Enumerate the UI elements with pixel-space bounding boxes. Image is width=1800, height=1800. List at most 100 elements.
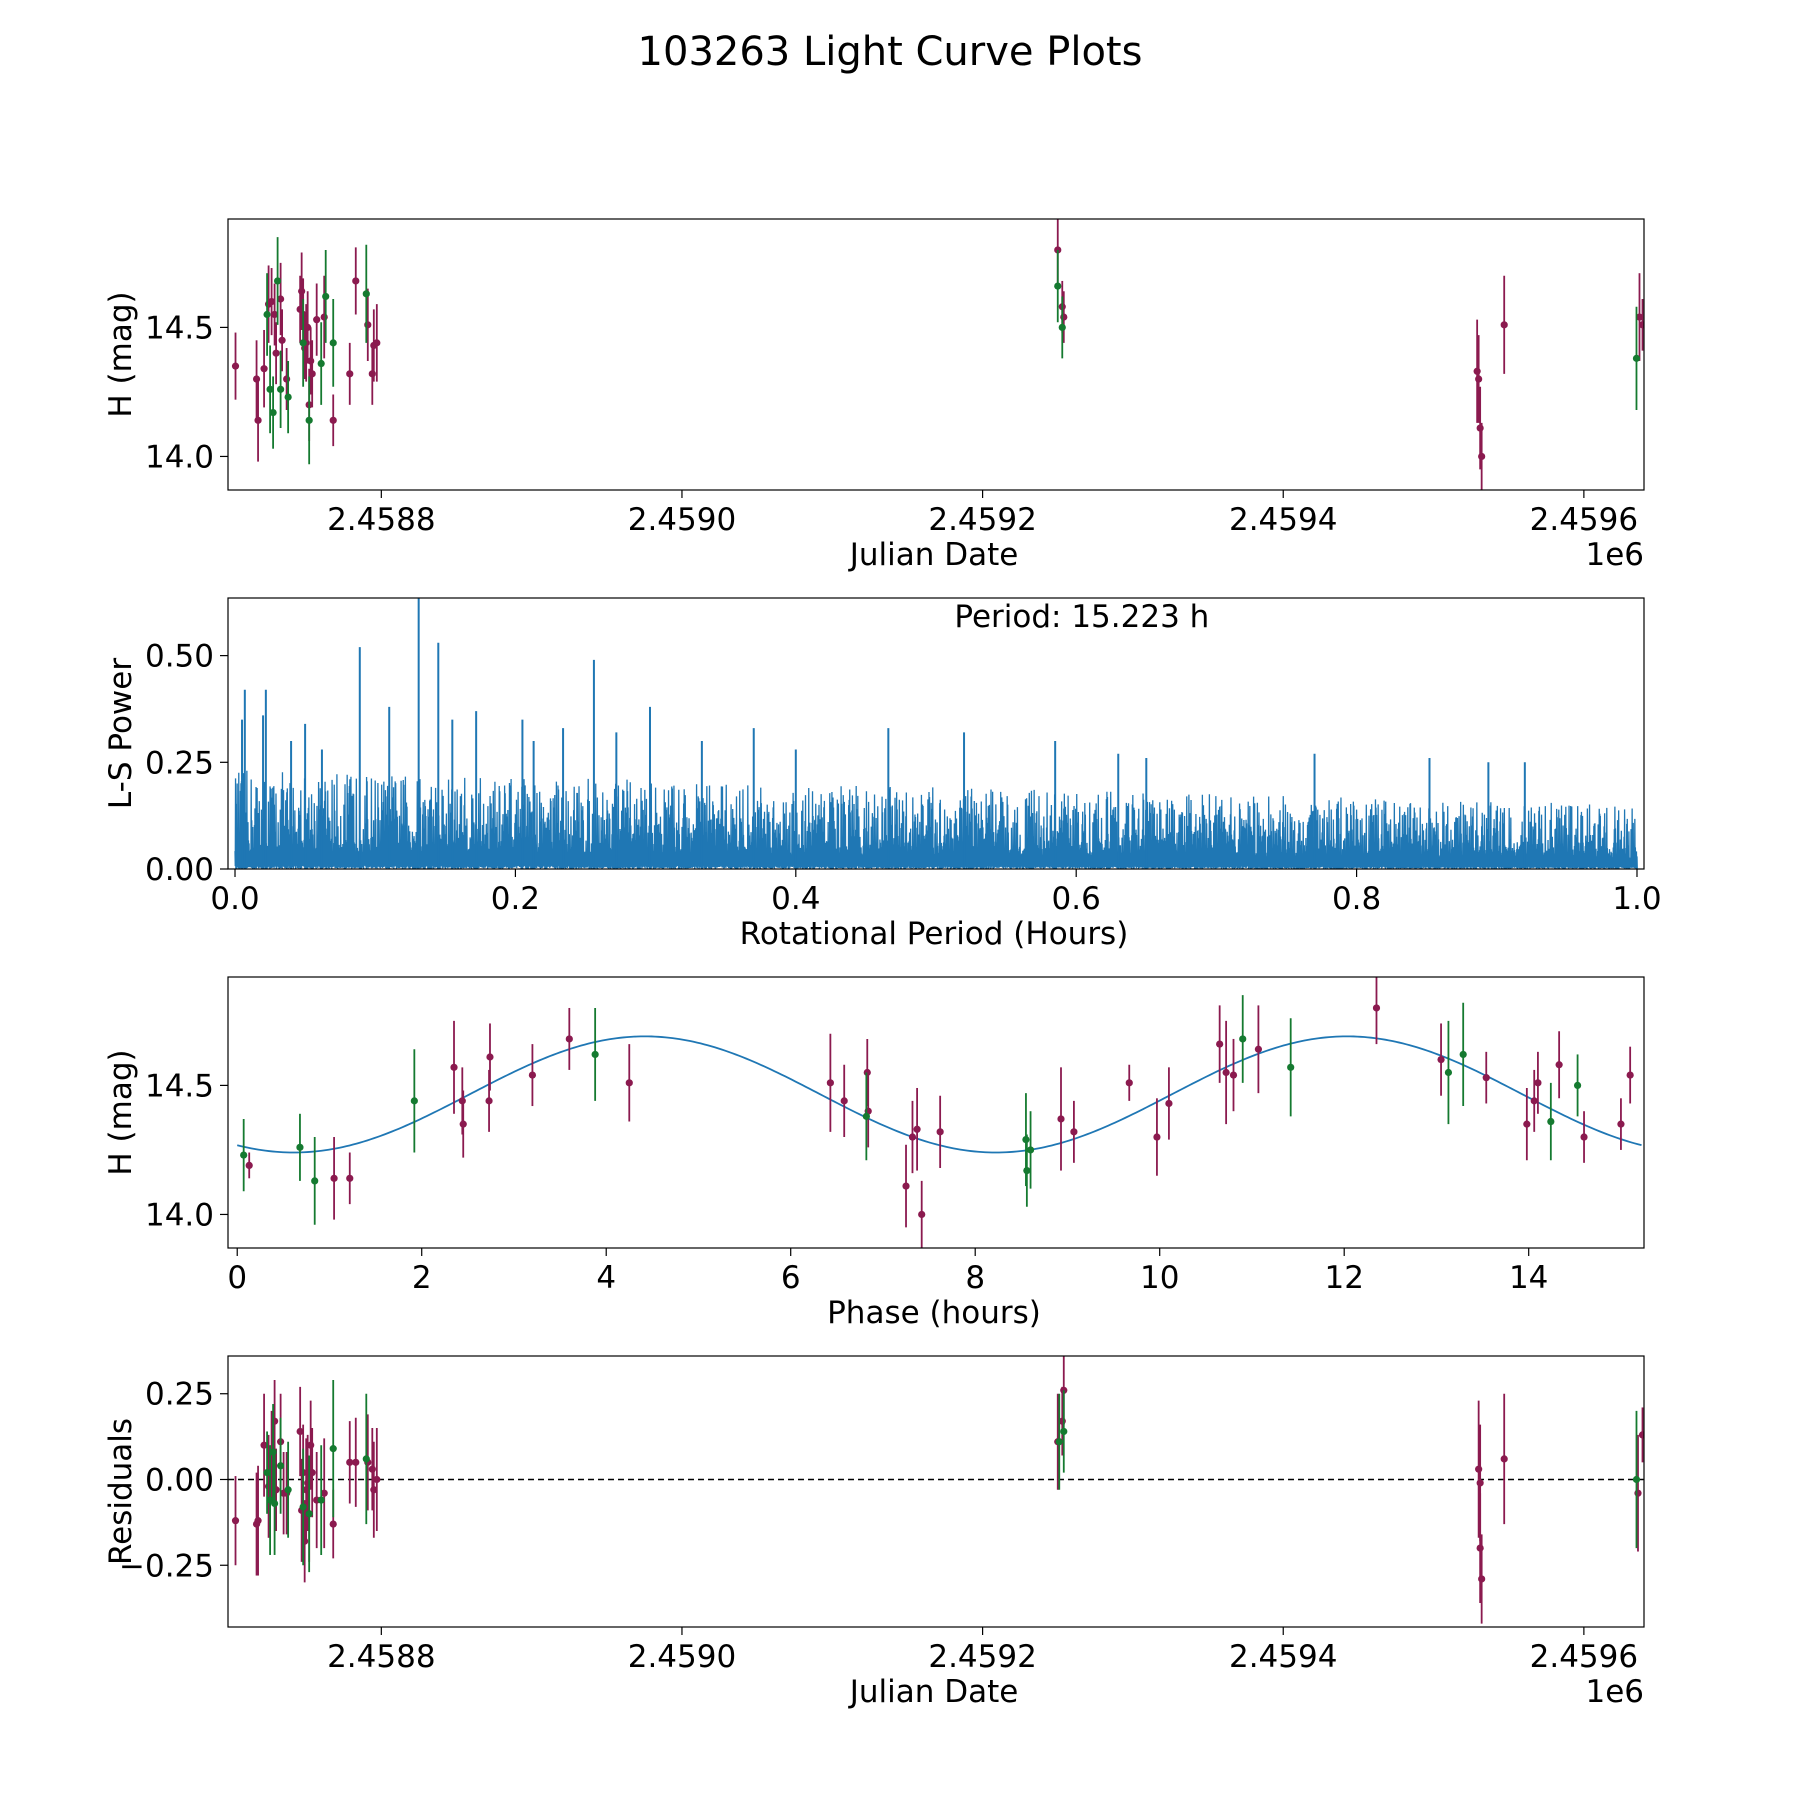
phased-data-point — [1239, 1035, 1247, 1043]
phased-data-point — [1617, 1120, 1625, 1128]
lightcurve-ytick-label: 14.5 — [145, 310, 214, 346]
phased-data-point — [410, 1097, 418, 1105]
residuals-data-point — [270, 1499, 279, 1508]
lightcurve-data-point — [368, 370, 376, 378]
residuals-data-point — [1475, 1465, 1483, 1473]
phased-xtick-label: 8 — [965, 1260, 985, 1296]
lightcurve-data-point — [1478, 452, 1486, 461]
lightcurve-data-point — [1054, 282, 1062, 290]
lightcurve-series-green — [263, 237, 1641, 465]
phased-data-point — [1222, 1068, 1230, 1077]
phased-data-point — [625, 1079, 633, 1087]
lightcurve-data-point — [283, 375, 291, 383]
phased-xtick-label: 14 — [1509, 1260, 1548, 1296]
phased-data-point — [1547, 1117, 1555, 1126]
phased-data-point — [485, 1097, 493, 1105]
lightcurve-data-point — [231, 362, 240, 370]
phased-xtick-label: 4 — [596, 1260, 616, 1296]
phased-xlabel: Phase (hours) — [827, 1295, 1041, 1331]
residuals-data-point — [1632, 1475, 1641, 1484]
periodogram-xtick-label: 0.8 — [1332, 881, 1381, 917]
residuals-data-point — [284, 1486, 292, 1494]
periodogram-xtick-label: 0.6 — [1052, 881, 1101, 917]
lightcurve-offset-text: 1e6 — [1585, 537, 1644, 573]
residuals-data-point — [1055, 1438, 1063, 1446]
residuals-data-point — [370, 1486, 378, 1494]
residuals-xtick-label: 2.4596 — [1530, 1639, 1638, 1675]
lightcurve-data-point — [320, 313, 328, 321]
residuals-data-point — [1476, 1479, 1484, 1487]
lightcurve-data-point — [352, 277, 360, 285]
periodogram-plot-area — [234, 598, 1638, 869]
phased-data-point — [1023, 1166, 1031, 1175]
lightcurve-data-point — [308, 370, 316, 378]
residuals-data-point — [231, 1517, 240, 1525]
lightcurve-data-point — [272, 349, 280, 357]
lightcurve-xtick-label: 2.4592 — [928, 502, 1036, 538]
residuals-data-point — [305, 1510, 313, 1518]
residuals-data-point — [277, 1462, 285, 1470]
phased-data-point — [908, 1133, 917, 1141]
lightcurve-data-point — [299, 339, 307, 347]
phased-data-point — [840, 1097, 848, 1105]
residuals-data-point — [296, 1427, 304, 1436]
residuals-data-point — [270, 1417, 279, 1425]
residuals-data-point — [299, 1503, 307, 1511]
residuals-plot-area — [228, 1356, 1644, 1624]
lightcurve-data-point — [274, 277, 282, 285]
residuals-data-point — [320, 1489, 328, 1497]
residuals-xtick-label: 2.4592 — [928, 1639, 1036, 1675]
phased-data-point — [1444, 1068, 1453, 1077]
lightcurve-data-point — [304, 323, 312, 331]
phased-data-point — [296, 1143, 304, 1151]
lightcurve-data-point — [267, 297, 276, 306]
phased-xtick-label: 10 — [1140, 1260, 1179, 1296]
lightcurve-xtick-label: 2.4590 — [628, 502, 736, 538]
residuals-data-point — [269, 1448, 277, 1456]
phased-data-point — [826, 1079, 834, 1087]
lightcurve-data-point — [277, 295, 285, 303]
periodogram-ytick-label: 0.25 — [145, 745, 214, 781]
residuals-axes-frame — [227, 1355, 1645, 1628]
lightcurve-xtick-label: 2.4596 — [1530, 502, 1638, 538]
residuals-offset-text: 1e6 — [1585, 1674, 1644, 1710]
lightcurve-data-point — [364, 321, 372, 329]
residuals-data-point — [307, 1441, 315, 1449]
residuals-data-point — [263, 1469, 271, 1477]
lightcurve-data-point — [1500, 321, 1508, 329]
residuals-data-point — [373, 1475, 381, 1484]
phased-data-point — [862, 1112, 870, 1120]
lightcurve-data-point — [346, 370, 354, 378]
residuals-data-point — [1638, 1431, 1644, 1439]
phased-data-point — [1165, 1099, 1173, 1108]
lightcurve-data-point — [1060, 313, 1068, 321]
residuals-data-point — [301, 1537, 309, 1545]
residuals-series-maroon — [231, 1356, 1644, 1624]
lightcurve-data-point — [270, 310, 279, 319]
residuals-data-point — [1476, 1544, 1484, 1552]
periodogram-ylabel: L-S Power — [103, 658, 139, 809]
lightcurve-data-point — [1632, 354, 1641, 362]
phased-data-point — [902, 1182, 910, 1190]
periodogram-power-line — [234, 770, 1638, 869]
phased-xtick-label: 0 — [227, 1260, 247, 1296]
residuals-ylabel: Residuals — [103, 1418, 139, 1565]
phased-ytick-label: 14.0 — [145, 1197, 214, 1233]
phased-xtick-label: 2 — [412, 1260, 432, 1296]
phased-data-point — [1022, 1136, 1030, 1144]
periodogram-axes-frame — [227, 597, 1645, 870]
phased-data-point — [1153, 1133, 1161, 1141]
lightcurve-data-point — [284, 393, 292, 401]
phased-data-point — [1125, 1079, 1133, 1087]
phased-data-point — [591, 1050, 599, 1059]
residuals-data-point — [1634, 1489, 1642, 1497]
phased-data-point — [1229, 1071, 1238, 1079]
phased-data-point — [1523, 1120, 1531, 1128]
lightcurve-data-point — [305, 416, 313, 424]
phased-data-point — [1216, 1040, 1224, 1048]
phased-data-point — [459, 1120, 467, 1128]
residuals-data-point — [329, 1445, 337, 1453]
phased-data-point — [918, 1210, 926, 1219]
lightcurve-xtick-label: 2.4588 — [327, 502, 435, 538]
